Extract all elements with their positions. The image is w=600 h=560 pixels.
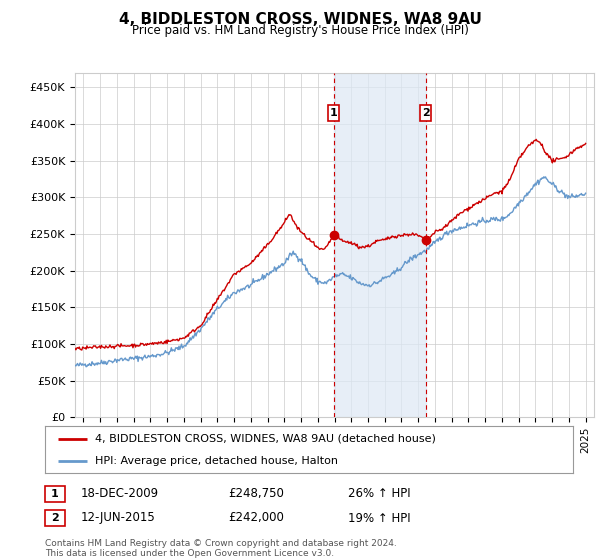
Text: 26% ↑ HPI: 26% ↑ HPI	[348, 487, 410, 501]
Text: 4, BIDDLESTON CROSS, WIDNES, WA8 9AU: 4, BIDDLESTON CROSS, WIDNES, WA8 9AU	[119, 12, 481, 27]
Text: 4, BIDDLESTON CROSS, WIDNES, WA8 9AU (detached house): 4, BIDDLESTON CROSS, WIDNES, WA8 9AU (de…	[95, 434, 436, 444]
Text: 1: 1	[330, 108, 338, 118]
Text: HPI: Average price, detached house, Halton: HPI: Average price, detached house, Halt…	[95, 456, 338, 466]
Text: 19% ↑ HPI: 19% ↑ HPI	[348, 511, 410, 525]
Text: Price paid vs. HM Land Registry's House Price Index (HPI): Price paid vs. HM Land Registry's House …	[131, 24, 469, 36]
Text: 1: 1	[51, 489, 59, 499]
Text: 12-JUN-2015: 12-JUN-2015	[81, 511, 156, 525]
Text: 2: 2	[422, 108, 430, 118]
Text: 2: 2	[51, 513, 59, 523]
Text: £248,750: £248,750	[228, 487, 284, 501]
Text: 18-DEC-2009: 18-DEC-2009	[81, 487, 159, 501]
Bar	[420, 105, 431, 121]
Bar	[328, 105, 339, 121]
Text: Contains HM Land Registry data © Crown copyright and database right 2024.
This d: Contains HM Land Registry data © Crown c…	[45, 539, 397, 558]
Text: £242,000: £242,000	[228, 511, 284, 525]
Bar	[334, 73, 425, 417]
